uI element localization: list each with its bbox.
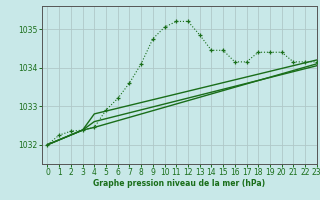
X-axis label: Graphe pression niveau de la mer (hPa): Graphe pression niveau de la mer (hPa): [93, 179, 265, 188]
